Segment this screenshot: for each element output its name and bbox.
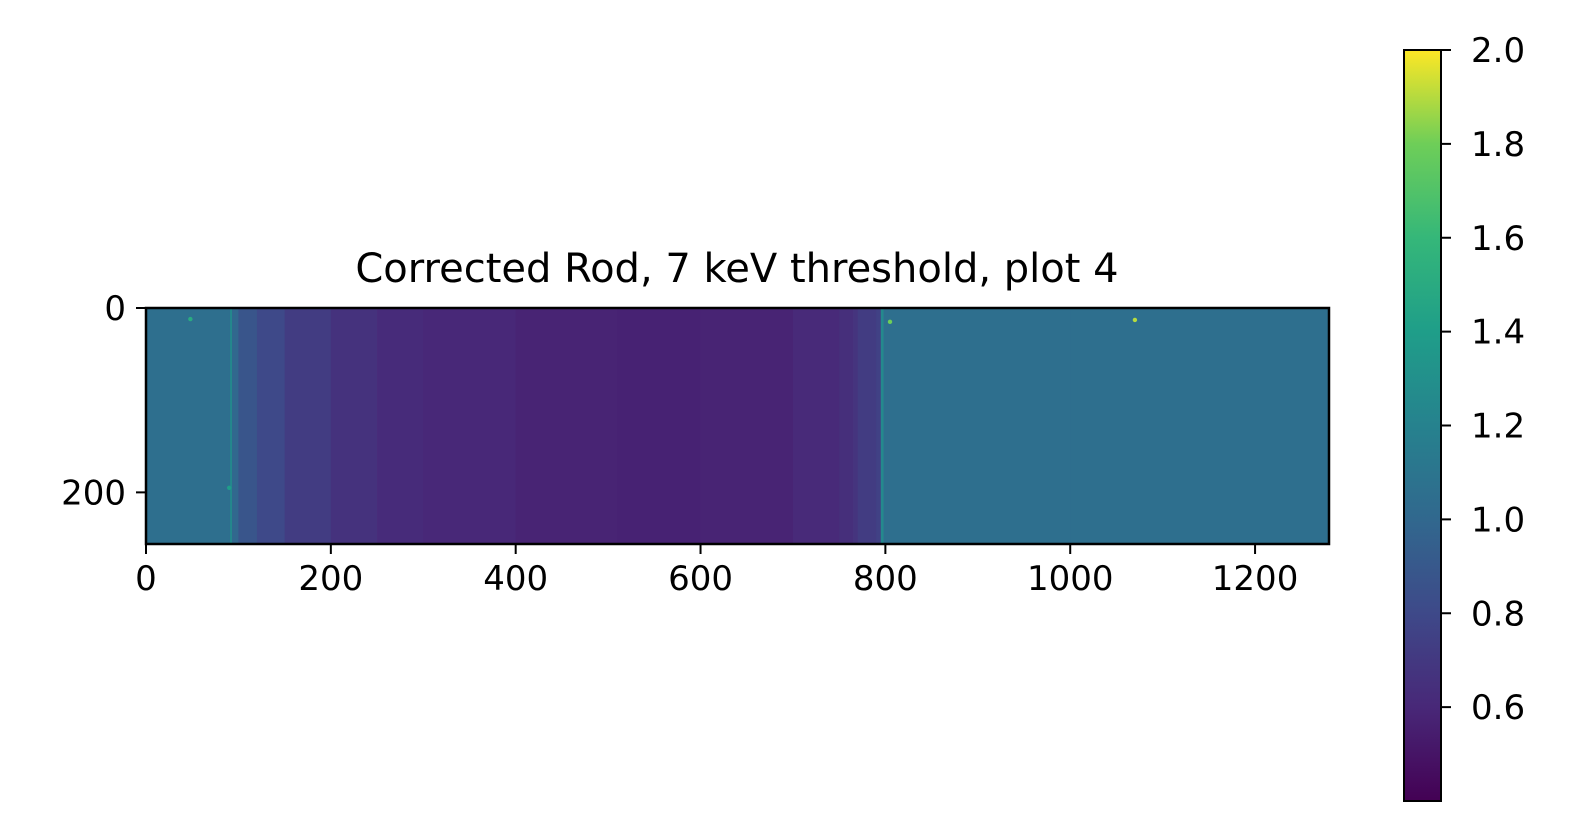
- chart-title: Corrected Rod, 7 keV threshold, plot 4: [355, 246, 1118, 292]
- colorbar-axis: 0.6 0.8 1.0 1.2 1.4 1.6 1.8 2.0: [1441, 31, 1525, 728]
- x-tick-label: 200: [298, 559, 363, 599]
- y-tick-label: 0: [104, 289, 126, 329]
- hot-pixel: [188, 316, 193, 322]
- colorbar: [1403, 49, 1442, 802]
- colorbar-tick-label: 1.4: [1471, 313, 1525, 353]
- y-tick-label: 200: [61, 473, 126, 513]
- plot-frame: [144, 306, 1331, 546]
- x-tick-label: 1000: [1027, 559, 1114, 599]
- colorbar-tick-label: 0.6: [1471, 688, 1525, 728]
- heatmap-column: [229, 308, 231, 544]
- colorbar-tick-label: 2.0: [1471, 31, 1525, 71]
- hot-pixel: [887, 319, 893, 325]
- heatmap-column: [880, 308, 884, 544]
- heatmap-column: [423, 308, 517, 544]
- heatmap-column: [857, 308, 877, 544]
- heatmap-column: [238, 308, 258, 544]
- heatmap-column: [1070, 308, 1330, 544]
- heatmap-column: [146, 308, 230, 544]
- heatmap-column: [330, 308, 378, 544]
- heatmap-column: [700, 308, 794, 544]
- heatmap-column: [230, 308, 233, 544]
- x-tick-label: 600: [668, 559, 733, 599]
- hot-pixel-layer: [188, 316, 1138, 490]
- colorbar-tick-label: 0.8: [1471, 594, 1525, 634]
- heatmap-column: [284, 308, 332, 544]
- y-axis: 0 200: [61, 289, 146, 513]
- heatmap-column: [931, 308, 1071, 544]
- colorbar-tick-label: 1.6: [1471, 219, 1525, 259]
- colorbar-tick-label: 1.0: [1471, 500, 1525, 540]
- heatmap-column: [256, 308, 286, 544]
- heatmap-column: [839, 308, 854, 544]
- x-tick-label: 0: [135, 559, 157, 599]
- x-tick-label: 800: [853, 559, 918, 599]
- x-axis: 0 200 400 600 800 1000 1200: [135, 544, 1298, 599]
- heatmap-image: [146, 308, 1330, 544]
- heatmap-column: [876, 308, 882, 544]
- x-tick-label: 1200: [1212, 559, 1299, 599]
- heatmap-column: [608, 308, 618, 544]
- colorbar-tick-label: 1.8: [1471, 125, 1525, 165]
- x-tick-label: 400: [483, 559, 548, 599]
- heatmap-column: [617, 308, 701, 544]
- hot-pixel: [226, 485, 232, 490]
- heatmap-column: [377, 308, 424, 544]
- heatmap-column: [515, 308, 609, 544]
- heatmap-column: [883, 308, 932, 544]
- heatmap-column: [231, 308, 239, 544]
- colorbar-tick-label: 1.2: [1471, 407, 1525, 447]
- hot-pixel: [1132, 317, 1138, 323]
- heatmap-column: [853, 308, 859, 544]
- heatmap-column: [792, 308, 840, 544]
